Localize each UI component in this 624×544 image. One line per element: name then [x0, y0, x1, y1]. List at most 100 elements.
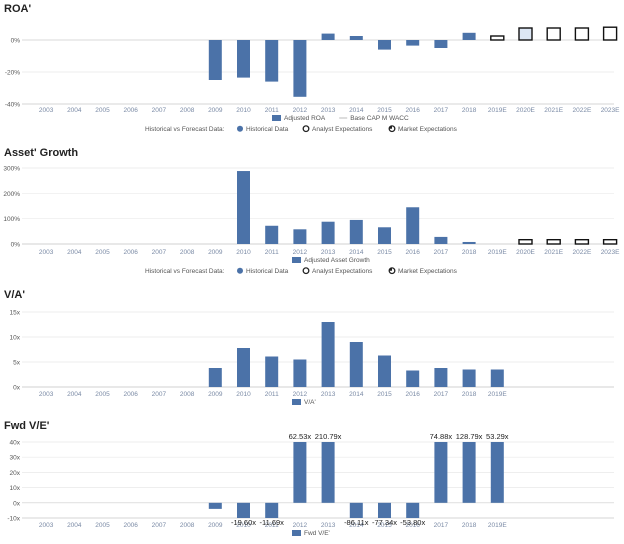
data-label: -86.11x [344, 518, 369, 527]
x-tick-label: 2005 [95, 522, 110, 529]
y-tick-label: 0% [11, 242, 21, 249]
x-tick-label: 2016 [405, 522, 420, 529]
bar [265, 356, 279, 387]
data-label: -77.34x [372, 518, 397, 527]
bar [321, 442, 335, 503]
chart-title: Fwd V/E' [4, 420, 50, 432]
x-tick-label: 2021E [544, 249, 563, 256]
x-tick-label: 2018 [462, 391, 477, 398]
x-tick-label: 2003 [39, 107, 54, 114]
bar [293, 359, 307, 387]
bar [349, 36, 363, 40]
x-tick-label: 2011 [265, 107, 279, 114]
legend-swatch [272, 115, 281, 121]
bar [349, 502, 363, 518]
legend2-item: Market Expectations [398, 268, 458, 275]
x-tick-label: 2008 [180, 107, 195, 114]
y-tick-label: 10x [10, 335, 21, 342]
x-tick-label: 2016 [405, 391, 420, 398]
x-tick-label: 2017 [434, 249, 449, 256]
bar [265, 40, 279, 82]
x-tick-label: 2007 [152, 249, 167, 256]
bar [378, 355, 391, 387]
x-tick-label: 2007 [152, 391, 167, 398]
x-tick-label: 2011 [265, 249, 279, 256]
x-tick-label: 2004 [67, 522, 82, 529]
x-tick-label: 2003 [39, 522, 54, 529]
bar [434, 40, 448, 48]
legend-swatch [292, 399, 301, 405]
legend2-item: Historical Data [246, 268, 289, 275]
x-tick-label: 2022E [573, 249, 592, 256]
bar [434, 236, 448, 244]
chart-title: ROA' [4, 3, 31, 15]
x-tick-label: 2004 [67, 391, 82, 398]
x-tick-label: 2018 [462, 107, 477, 114]
bar [349, 219, 363, 244]
legend-label: Adjusted ROA [284, 115, 326, 122]
bar [321, 322, 335, 387]
y-tick-label: 100% [3, 216, 20, 223]
chart-title: Asset' Growth [4, 147, 78, 159]
x-tick-label: 2017 [434, 391, 449, 398]
y-tick-label: 40x [10, 440, 21, 447]
legend2-label: Historical vs Forecast Data: [145, 126, 225, 133]
x-tick-label: 2015 [377, 107, 392, 114]
legend2-item: Analyst Expectations [312, 268, 373, 275]
forecast-bar [518, 27, 533, 41]
bar [208, 40, 222, 80]
bar [293, 40, 307, 97]
data-label: -19.60x [231, 518, 256, 527]
x-tick-label: 2021E [544, 107, 563, 114]
x-tick-label: 2013 [321, 522, 336, 529]
x-tick-label: 2007 [152, 522, 167, 529]
x-tick-label: 2017 [434, 522, 449, 529]
x-tick-label: 2015 [377, 249, 392, 256]
x-tick-label: 2009 [208, 522, 223, 529]
bar [462, 442, 476, 503]
y-tick-label: 15x [10, 310, 21, 317]
x-tick-label: 2014 [349, 249, 364, 256]
legend-label: Adjusted Asset Growth [304, 257, 370, 264]
x-tick-label: 2016 [405, 107, 420, 114]
data-label: -11.69x [259, 518, 284, 527]
legend2-item: Historical Data [246, 126, 289, 133]
bar [237, 171, 250, 244]
bar [208, 368, 222, 387]
x-tick-label: 2014 [349, 522, 364, 529]
x-tick-label: 2019E [488, 522, 507, 529]
chart-2: Asset' Growth 0% 100% 200% 300% 2003 2004 2005 2… [3, 147, 620, 275]
x-tick-label: 2004 [67, 107, 82, 114]
x-tick-label: 2018 [462, 249, 477, 256]
legend-dot-market-fill [389, 267, 392, 271]
chart-4: Fwd V/E' -10x 0x 10x 20x 30x 40x 2003 2004 2005 20… [4, 420, 614, 537]
x-tick-label: 2014 [349, 391, 364, 398]
y-tick-label: 10x [10, 485, 21, 492]
y-tick-label: 300% [3, 166, 20, 173]
x-tick-label: 2010 [236, 522, 251, 529]
x-tick-label: 2018 [462, 522, 477, 529]
bar [237, 502, 250, 518]
y-tick-label: 5x [13, 360, 21, 367]
x-tick-label: 2014 [349, 107, 364, 114]
bar [237, 348, 250, 387]
x-tick-label: 2011 [265, 391, 279, 398]
x-tick-label: 2019E [488, 391, 507, 398]
bar [321, 221, 335, 244]
bar [378, 502, 391, 518]
x-tick-label: 2020E [516, 249, 535, 256]
x-tick-label: 2015 [377, 522, 392, 529]
data-label: 53.29x [486, 432, 509, 441]
x-tick-label: 2010 [236, 249, 251, 256]
y-tick-label: 0x [13, 500, 21, 507]
x-tick-label: 2008 [180, 391, 195, 398]
x-tick-label: 2006 [123, 522, 138, 529]
forecast-bar [546, 238, 561, 245]
bar [406, 502, 420, 518]
legend-label: Fwd V/E' [304, 530, 330, 537]
x-tick-label: 2008 [180, 522, 195, 529]
x-tick-label: 2012 [293, 107, 308, 114]
y-tick-label: 0x [13, 385, 21, 392]
bar [265, 225, 279, 244]
